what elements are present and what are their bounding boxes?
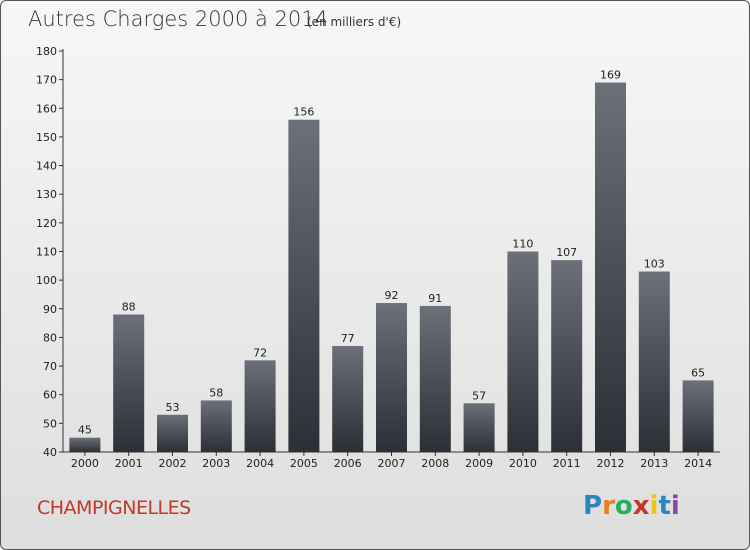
y-tick-label: 100 [36,274,57,287]
data-label: 103 [644,258,665,271]
y-tick-label: 110 [36,246,57,259]
chart-title: Autres Charges 2000 à 2014 [28,7,328,31]
y-tick-label: 70 [43,360,57,373]
data-label: 91 [428,292,442,305]
bars [69,82,714,452]
bar [376,303,407,452]
logo-letter: t [658,491,671,521]
logo-letter: i [670,491,680,521]
x-tick-label: 2009 [465,457,493,470]
data-label: 53 [166,401,180,414]
data-label: 65 [691,366,705,379]
bar [200,400,232,452]
bar [595,82,626,452]
x-tick-label: 2012 [597,457,625,470]
x-tick-label: 2010 [509,457,537,470]
logo-letter: x [632,491,650,521]
bar [244,360,276,452]
proxiti-logo: Proxiti [583,491,680,521]
data-label: 110 [512,238,533,251]
bar [288,119,320,452]
bar [551,260,583,452]
y-tick-label: 40 [43,446,57,459]
data-label: 169 [600,69,621,82]
x-tick-label: 2014 [684,457,712,470]
x-tick-label: 2011 [553,457,581,470]
bar [419,305,451,452]
x-tick-label: 2003 [202,457,230,470]
y-tick-label: 150 [36,131,57,144]
x-tick-label: 2008 [421,457,449,470]
commune-name: CHAMPIGNELLES [37,497,191,519]
bar [69,437,101,452]
bar [463,403,495,452]
bar [682,380,714,452]
x-tick-label: 2004 [246,457,274,470]
y-tick-label: 160 [36,102,57,115]
x-tick-label: 2000 [71,457,99,470]
data-label: 58 [209,386,223,399]
y-tick-label: 50 [43,417,57,430]
y-tick-label: 180 [36,45,57,58]
bar [157,414,188,452]
x-tick-label: 2001 [115,457,143,470]
x-tick-label: 2007 [378,457,406,470]
x-tick-label: 2005 [290,457,318,470]
data-label: 88 [122,301,136,314]
data-label: 92 [385,289,399,302]
x-axis: 2000 2001 2002 2003 2004 2005 2006 2007 2008 2009… [63,451,720,470]
data-label: 45 [78,424,92,437]
y-tick-label: 170 [36,74,57,87]
logo-letter: r [602,491,615,521]
y-tick-label: 90 [43,303,57,316]
data-label: 72 [253,346,267,359]
bar [113,314,145,452]
bar [332,346,364,452]
y-axis: 40 50 60 70 80 90 100 110 120 130 140 150 160 170 180 [36,45,64,459]
bar [507,251,539,452]
data-labels: 45 88 53 58 72 156 77 92 91 57 110 107 169 103 65 [78,69,705,437]
y-tick-label: 60 [43,389,57,402]
y-tick-label: 80 [43,331,57,344]
x-tick-label: 2013 [640,457,668,470]
y-tick-label: 120 [36,217,57,230]
y-tick-label: 130 [36,188,57,201]
data-label: 107 [556,246,577,259]
logo-letter: o [614,491,633,521]
chart-subtitle: (en milliers d'€) [307,15,402,29]
data-label: 156 [293,106,314,119]
logo-letter: P [583,491,603,521]
data-label: 77 [341,332,355,345]
x-tick-label: 2002 [159,457,187,470]
x-tick-label: 2006 [334,457,362,470]
y-tick-label: 140 [36,160,57,173]
logo-letter: i [649,491,659,521]
bar [638,271,670,452]
data-label: 57 [472,389,486,402]
